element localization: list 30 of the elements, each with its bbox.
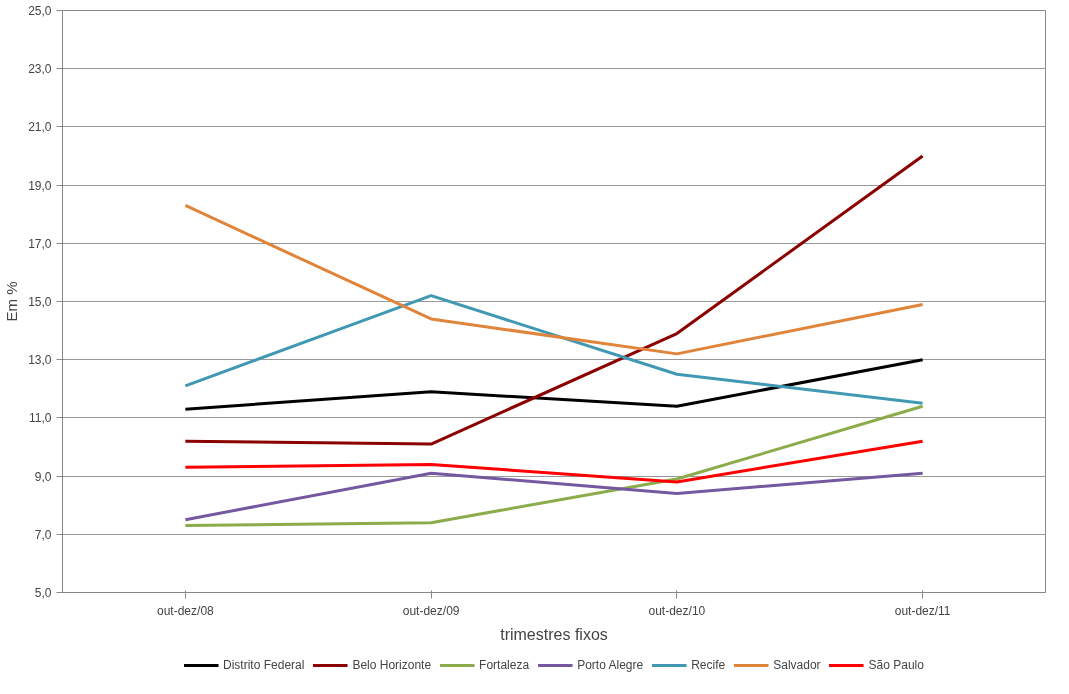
y-tick-label: 21,0 [28, 120, 52, 135]
y-axis-title: Em % [3, 281, 21, 322]
line-series [183, 439, 925, 484]
line-series [183, 203, 925, 356]
y-tick-label: 11,0 [29, 411, 52, 426]
y-tick-label: 5,0 [34, 586, 52, 600]
y-tick-label: 23,0 [28, 62, 52, 77]
y-tick-label: 7,0 [34, 527, 52, 542]
x-tick-label: out-dez/09 [402, 603, 460, 618]
legend-label: Belo Horizonte [352, 658, 432, 672]
line-series [183, 404, 925, 528]
y-tick-label: 17,0 [28, 236, 52, 251]
y-tick-label: 9,0 [34, 469, 52, 484]
y-tick-label: 15,0 [28, 295, 52, 309]
x-tick-label: out-dez/11 [894, 603, 951, 618]
line-series [183, 358, 925, 411]
legend-label: Recife [691, 658, 726, 672]
legend-label: Salvador [773, 658, 821, 672]
x-tick-label: out-dez/10 [648, 603, 706, 618]
legend-label: São Paulo [868, 658, 924, 672]
y-tick-label: 25,0 [28, 4, 52, 18]
x-tick-label: out-dez/08 [157, 603, 215, 618]
legend-label: Fortaleza [479, 658, 530, 672]
legend-label: Porto Alegre [577, 658, 644, 672]
x-axis-title: trimestres fixos [500, 625, 608, 643]
legend-label: Distrito Federal [223, 658, 305, 672]
y-tick-label: 19,0 [28, 178, 52, 193]
line-series [183, 294, 925, 405]
line-series [183, 154, 925, 446]
y-tick-label: 13,0 [28, 353, 52, 368]
